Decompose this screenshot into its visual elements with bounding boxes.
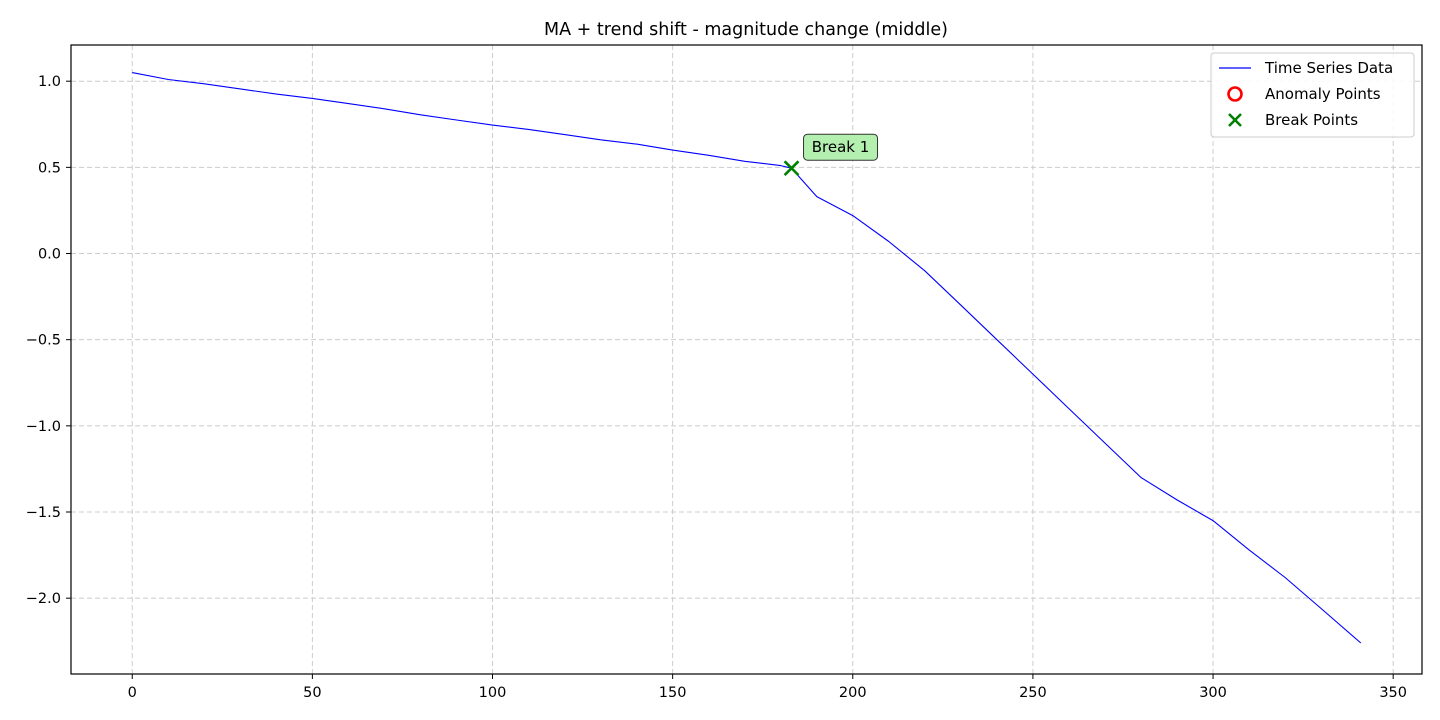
series-line-time-series-data [132,72,1362,644]
x-tick-label: 0 [128,685,137,701]
x-tick-label: 150 [659,685,687,701]
y-tick-label: 0.5 [38,160,61,176]
plot-area [132,72,1362,644]
x-axis: 0 50 100 150 200 250 300 350 [128,674,1407,701]
legend-box [1210,52,1415,138]
legend-label: Anomaly Points [1265,85,1381,103]
y-tick-label: −1.5 [26,505,61,521]
x-tick-label: 300 [1199,685,1227,701]
legend: Time Series Data Anomaly Points Break Poin… [1210,52,1415,138]
axes-frame [70,44,1423,675]
annotation-label: Break 1 [812,138,870,156]
annotations: Break 1 [803,133,879,161]
x-tick-label: 250 [1019,685,1047,701]
x-tick-label: 350 [1379,685,1407,701]
x-tick-label: 50 [303,685,321,701]
y-axis: 1.0 0.5 0.0 −0.5 −1.0 −1.5 −2.0 [26,74,71,607]
y-tick-label: −0.5 [26,333,61,349]
grid [71,45,1422,674]
break-point-marker [783,160,800,177]
chart-title: MA + trend shift - magnitude change (mid… [544,20,948,40]
y-tick-label: 1.0 [38,74,61,90]
legend-circle-swatch [1227,86,1243,102]
y-tick-label: −1.0 [26,419,61,435]
y-tick-label: 0.0 [38,247,61,263]
legend-label: Break Points [1265,111,1358,129]
x-tick-label: 100 [479,685,507,701]
legend-label: Time Series Data [1264,59,1393,77]
annotation-box [803,133,879,161]
legend-x-swatch [1228,113,1242,127]
y-tick-label: −2.0 [26,591,61,607]
x-tick-label: 200 [839,685,867,701]
break-annotation: Break 1 [803,133,879,161]
